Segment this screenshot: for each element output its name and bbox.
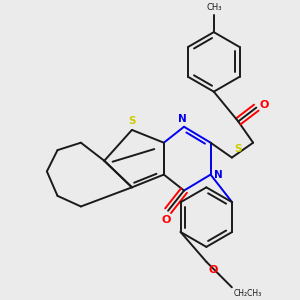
Text: O: O [260, 100, 269, 110]
Text: N: N [214, 169, 223, 180]
Text: CH₃: CH₃ [206, 3, 221, 12]
Text: O: O [208, 265, 218, 275]
Text: O: O [161, 215, 171, 225]
Text: CH₂CH₃: CH₂CH₃ [234, 290, 262, 298]
Text: N: N [178, 114, 186, 124]
Text: S: S [234, 144, 242, 154]
Text: S: S [128, 116, 136, 126]
